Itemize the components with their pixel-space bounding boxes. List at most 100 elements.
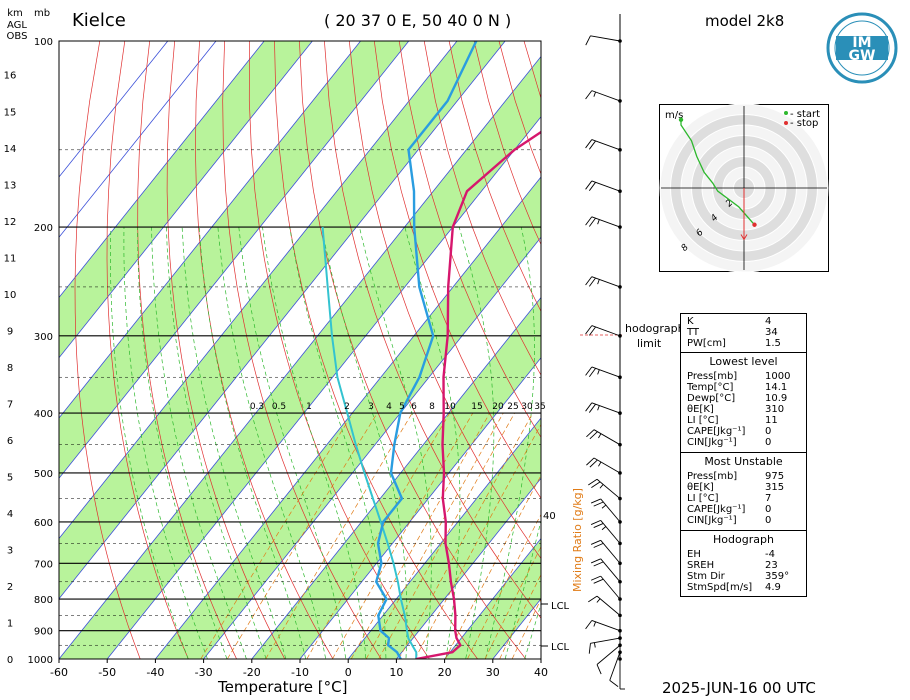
hodograph-ring-label: 4 bbox=[709, 213, 720, 224]
km-label: 16 bbox=[4, 71, 17, 82]
km-label: 2 bbox=[7, 582, 13, 593]
dewpoint-line bbox=[375, 41, 478, 659]
wind-barb-flag bbox=[591, 481, 601, 488]
index-value: 4.9 bbox=[765, 582, 781, 593]
mixing-ratio-label: 25 bbox=[507, 402, 518, 412]
isotherm-line bbox=[59, 41, 361, 419]
km-label: 13 bbox=[4, 180, 17, 191]
index-key: SREH bbox=[687, 560, 715, 571]
index-key: CAPE[Jkg⁻¹] bbox=[687, 504, 746, 515]
index-value: 0 bbox=[765, 437, 772, 448]
dry-adiabat bbox=[222, 41, 382, 659]
km-label: 1 bbox=[7, 618, 13, 629]
dry-adiabat bbox=[373, 41, 541, 499]
wind-barb bbox=[590, 35, 621, 42]
index-key: θE[K] bbox=[687, 482, 714, 493]
wind-barb-flag bbox=[588, 182, 596, 191]
dry-adiabat bbox=[348, 41, 541, 560]
index-row: EH -4 bbox=[681, 549, 806, 560]
index-row: PW[cm] 1.5 bbox=[681, 338, 806, 349]
logo-text-bottom: GW bbox=[849, 48, 876, 64]
index-row: LI [°C] 11 bbox=[681, 415, 806, 426]
wind-barb-flag bbox=[588, 277, 596, 287]
wind-barb-flag bbox=[585, 180, 593, 190]
mb-unit: mb bbox=[34, 8, 50, 19]
index-row: Dewp[°C] 10.9 bbox=[681, 393, 806, 404]
isotherm-line bbox=[59, 41, 410, 479]
index-row: θE[K] 310 bbox=[681, 404, 806, 415]
station-name: Kielce bbox=[72, 10, 126, 31]
index-value: -4 bbox=[765, 549, 775, 560]
index-key: θE[K] bbox=[687, 404, 714, 415]
x-tick-label: 10 bbox=[389, 666, 403, 679]
wind-barb bbox=[600, 558, 621, 583]
km-label: 11 bbox=[4, 253, 17, 264]
mixing-ratio-label: 5 bbox=[399, 402, 405, 412]
moist-adiabat bbox=[110, 226, 189, 659]
index-value: 0 bbox=[765, 504, 772, 515]
wind-barb bbox=[591, 366, 621, 378]
index-row: Temp[°C] 14.1 bbox=[681, 382, 806, 393]
isotherm-line bbox=[347, 417, 541, 659]
km-label: 3 bbox=[7, 545, 13, 556]
index-value: 1000 bbox=[765, 371, 791, 382]
hodograph-stop-legend: - stop bbox=[790, 118, 818, 129]
index-row: Press[mb] 975 bbox=[681, 471, 806, 482]
index-value: 34 bbox=[765, 327, 778, 338]
index-value: 975 bbox=[765, 471, 785, 482]
date-label: 2025-JUN-16 00 UTC bbox=[662, 679, 816, 697]
wind-barb-flag bbox=[588, 595, 598, 603]
wind-barb bbox=[596, 595, 621, 616]
wind-barb-flag bbox=[589, 459, 598, 468]
x-tick-label: -30 bbox=[195, 666, 213, 679]
x-tick-label: 30 bbox=[486, 666, 500, 679]
mixing-ratio-label: 35 bbox=[534, 402, 545, 412]
isotherm-line bbox=[155, 176, 541, 659]
wind-barb-flag bbox=[588, 217, 596, 227]
hodograph-limit-label: limit bbox=[637, 337, 662, 350]
wind-barb-half bbox=[597, 405, 600, 411]
moist-adiabat bbox=[485, 226, 535, 659]
isotherm-line bbox=[444, 537, 541, 659]
wind-barb bbox=[593, 457, 621, 474]
mixing-ratio-label: 6 bbox=[411, 402, 417, 412]
hodograph-ring-label: 8 bbox=[680, 242, 691, 253]
isotherm-line bbox=[59, 41, 169, 178]
dry-adiabat bbox=[195, 41, 334, 659]
km-label: 15 bbox=[4, 107, 17, 118]
km-label: 9 bbox=[7, 326, 13, 337]
wind-barb-flag bbox=[593, 578, 604, 584]
index-key: K bbox=[687, 316, 694, 327]
mixing-ratio-label: 15 bbox=[471, 402, 482, 412]
wind-barb-flag bbox=[585, 325, 593, 335]
logo-text-top: IM bbox=[852, 35, 871, 51]
mixing-ratio-label: 2 bbox=[344, 402, 350, 412]
isotherm-line bbox=[59, 41, 265, 299]
moist-adiabat bbox=[151, 226, 247, 659]
km-label: 5 bbox=[7, 472, 13, 483]
wind-barb-half bbox=[598, 433, 602, 439]
wind-barb-flag bbox=[588, 403, 596, 413]
parcel-line bbox=[321, 226, 418, 659]
wind-barb-half bbox=[601, 504, 607, 509]
agl-unit: AGL bbox=[7, 20, 27, 31]
hodograph-ring-label: 6 bbox=[695, 228, 706, 239]
model-name: model 2k8 bbox=[705, 12, 785, 30]
moist-adiabat bbox=[137, 227, 228, 659]
index-value: 0 bbox=[765, 426, 772, 437]
pressure-label: 500 bbox=[34, 469, 53, 480]
index-value: 1.5 bbox=[765, 338, 781, 349]
x-tick-label: -60 bbox=[50, 666, 68, 679]
index-row: Press[mb] 1000 bbox=[681, 371, 806, 382]
wind-barb-flag bbox=[585, 216, 593, 226]
index-key: CAPE[Jkg⁻¹] bbox=[687, 426, 746, 437]
index-value: 7 bbox=[765, 493, 772, 504]
moist-adiabat bbox=[123, 226, 208, 659]
pressure-label: 700 bbox=[34, 559, 53, 570]
wind-barb bbox=[591, 90, 621, 102]
km-label: 8 bbox=[7, 363, 13, 374]
wind-barb bbox=[591, 216, 621, 228]
wind-barb bbox=[591, 180, 621, 192]
wind-barb-flag bbox=[593, 501, 604, 507]
